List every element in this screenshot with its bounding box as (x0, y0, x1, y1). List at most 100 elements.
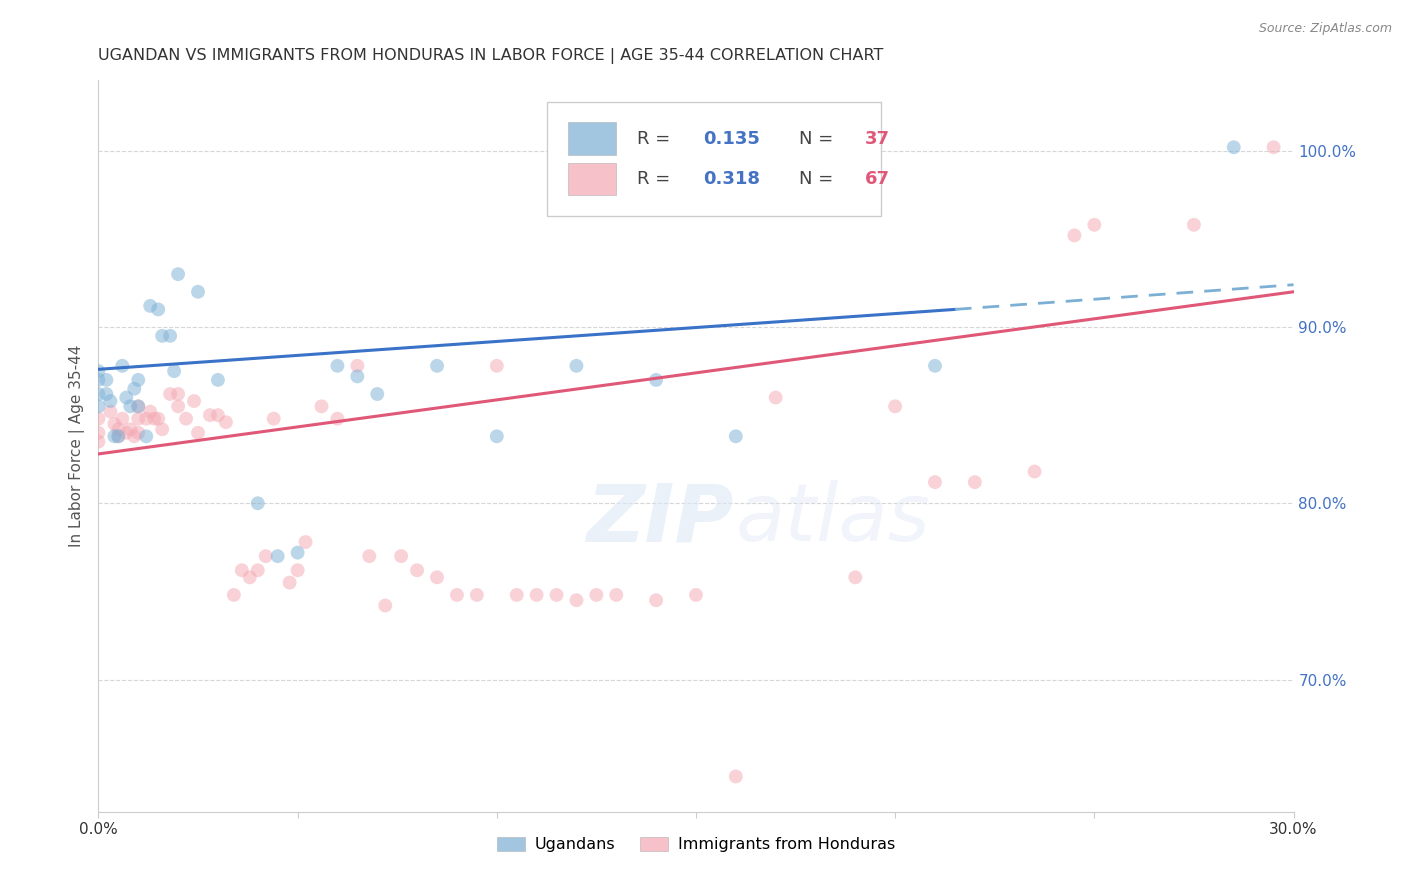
Point (924, 359, 946, 373)
Text: Source: ZipAtlas.com: Source: ZipAtlas.com (1258, 22, 1392, 36)
Point (124, 382, 146, 396)
Point (246, 563, 269, 577)
Point (485, 359, 508, 373)
FancyBboxPatch shape (568, 162, 616, 195)
Text: UGANDAN VS IMMIGRANTS FROM HONDURAS IN LABOR FORCE | AGE 35-44 CORRELATION CHART: UGANDAN VS IMMIGRANTS FROM HONDURAS IN L… (98, 47, 884, 63)
Point (546, 588, 568, 602)
Text: ZIP: ZIP (586, 480, 734, 558)
Point (167, 400, 190, 414)
Point (267, 549, 290, 563)
Point (115, 391, 138, 405)
Point (254, 549, 277, 563)
Point (207, 408, 229, 422)
Point (150, 329, 173, 343)
Point (187, 425, 209, 440)
Point (239, 570, 262, 584)
Point (167, 267, 190, 281)
Point (107, 429, 129, 443)
Point (287, 563, 309, 577)
Point (159, 329, 181, 343)
Point (215, 415, 238, 429)
Point (139, 404, 162, 418)
Point (311, 400, 333, 414)
Point (127, 400, 149, 414)
Point (207, 373, 229, 387)
Point (148, 302, 170, 317)
Point (924, 475, 946, 490)
Point (506, 588, 529, 602)
Point (724, 429, 747, 443)
Point (465, 588, 488, 602)
Point (120, 400, 142, 414)
Point (1263, 140, 1285, 154)
Point (1182, 218, 1205, 232)
Text: 0.135: 0.135 (703, 130, 761, 148)
Point (346, 369, 368, 384)
Point (645, 373, 668, 387)
Point (107, 429, 129, 443)
Point (139, 299, 162, 313)
Point (87, 400, 110, 414)
Point (326, 411, 349, 425)
Point (96, 373, 118, 387)
Text: R =: R = (637, 170, 676, 188)
Text: atlas: atlas (735, 480, 931, 558)
Point (103, 429, 125, 443)
Point (150, 422, 173, 436)
Point (222, 588, 245, 602)
Point (163, 364, 186, 378)
Point (426, 359, 449, 373)
FancyBboxPatch shape (547, 103, 882, 216)
Text: 0.318: 0.318 (703, 170, 761, 188)
Text: 37: 37 (865, 130, 890, 148)
Point (326, 359, 349, 373)
Point (87, 387, 110, 401)
Point (87, 411, 110, 425)
Point (127, 425, 149, 440)
Point (174, 411, 197, 425)
Point (278, 575, 301, 590)
Point (98, 404, 122, 418)
Point (167, 387, 190, 401)
Point (107, 422, 129, 436)
Text: N =: N = (799, 130, 839, 148)
Point (246, 496, 269, 510)
Point (406, 563, 429, 577)
Point (526, 588, 548, 602)
Point (485, 429, 508, 443)
Point (143, 411, 166, 425)
Point (124, 429, 146, 443)
Text: 67: 67 (865, 170, 890, 188)
FancyBboxPatch shape (568, 122, 616, 155)
Point (87, 434, 110, 449)
Point (87, 425, 110, 440)
Point (231, 563, 253, 577)
Point (103, 417, 125, 431)
Point (111, 359, 134, 373)
Point (359, 549, 381, 563)
Point (135, 411, 157, 425)
Point (844, 570, 866, 584)
Text: R =: R = (637, 130, 676, 148)
Point (187, 285, 209, 299)
Point (565, 359, 588, 373)
Text: N =: N = (799, 170, 839, 188)
Point (120, 422, 142, 436)
Y-axis label: In Labor Force | Age 35-44: In Labor Force | Age 35-44 (69, 345, 84, 547)
Point (135, 429, 157, 443)
Point (585, 588, 607, 602)
Point (1063, 228, 1085, 243)
Point (565, 593, 588, 607)
Point (159, 387, 181, 401)
Point (96, 387, 118, 401)
Point (127, 373, 149, 387)
Point (724, 769, 747, 783)
Point (374, 599, 396, 613)
Point (963, 475, 986, 490)
Point (87, 373, 110, 387)
Point (87, 364, 110, 378)
Point (294, 535, 316, 549)
Point (605, 588, 627, 602)
Point (765, 391, 787, 405)
Legend: Ugandans, Immigrants from Honduras: Ugandans, Immigrants from Honduras (491, 830, 901, 859)
